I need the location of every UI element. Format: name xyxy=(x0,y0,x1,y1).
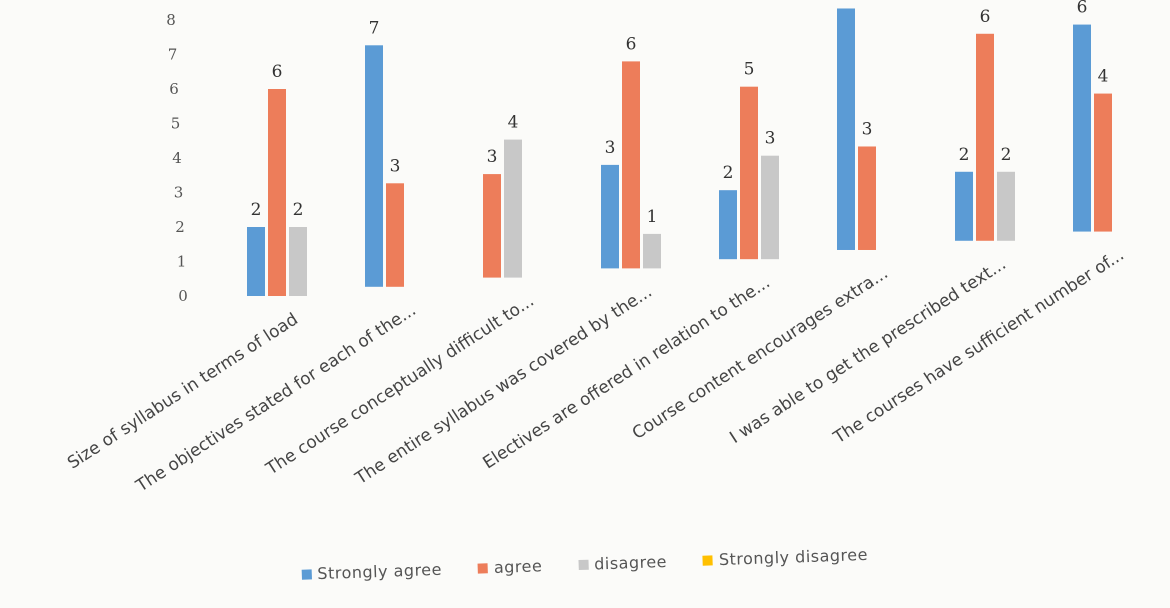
legend-swatch xyxy=(578,559,589,570)
data-label: 3 xyxy=(765,129,776,149)
data-label: 6 xyxy=(626,34,637,54)
bar-agree xyxy=(858,146,876,250)
y-axis: 0 1 2 3 4 5 6 7 8 xyxy=(166,11,188,305)
bar-disagree xyxy=(504,139,522,278)
bar-strongly-agree xyxy=(601,164,619,269)
bar-disagree xyxy=(643,233,661,269)
y-tick-label: 4 xyxy=(172,149,182,167)
data-label: 7 xyxy=(369,18,380,38)
data-label: 6 xyxy=(272,62,283,82)
data-label: 3 xyxy=(390,156,401,176)
data-label: 4 xyxy=(1098,67,1109,87)
data-label: 1 xyxy=(647,207,658,227)
legend-label: disagree xyxy=(593,551,668,574)
bar-strongly-agree xyxy=(365,45,383,287)
bar-agree xyxy=(976,33,994,241)
bar-disagree xyxy=(289,227,307,296)
y-tick-label: 1 xyxy=(177,253,187,271)
data-label: 6 xyxy=(1077,0,1088,18)
data-label: 2 xyxy=(959,145,970,165)
y-tick-label: 7 xyxy=(168,46,178,64)
bar-disagree xyxy=(997,171,1015,241)
y-tick-label: 2 xyxy=(175,218,185,236)
data-label: 2 xyxy=(251,200,262,220)
bar-agree xyxy=(483,174,501,278)
legend-swatch xyxy=(477,562,489,574)
plot-area: 26273343612537326264 xyxy=(247,0,1112,296)
bar-agree xyxy=(1094,93,1112,232)
data-label: 3 xyxy=(487,147,498,167)
data-label: 2 xyxy=(293,200,304,220)
data-label: 4 xyxy=(508,113,519,133)
bar-strongly-agree xyxy=(719,190,737,260)
data-label: 6 xyxy=(980,7,991,27)
legend-item-disagree: disagree xyxy=(578,552,667,574)
data-label: 7 xyxy=(841,0,852,1)
bar-agree xyxy=(268,89,286,296)
bar-strongly-agree xyxy=(247,227,265,296)
y-tick-label: 0 xyxy=(178,287,188,305)
bar-strongly-agree xyxy=(955,171,973,241)
bar-disagree xyxy=(761,155,779,260)
y-tick-label: 5 xyxy=(171,115,181,133)
data-label: 2 xyxy=(723,163,734,183)
legend-swatch xyxy=(702,554,714,566)
legend-item-agree: agree xyxy=(477,556,543,577)
data-label: 3 xyxy=(605,138,616,158)
bar-agree xyxy=(622,61,640,269)
bar-strongly-agree xyxy=(1073,24,1091,232)
bar-agree xyxy=(740,86,758,260)
legend-label: agree xyxy=(493,556,543,577)
data-label: 5 xyxy=(744,60,755,80)
legend-swatch xyxy=(301,568,312,580)
y-tick-label: 8 xyxy=(166,11,176,29)
data-label: 2 xyxy=(1001,145,1012,165)
data-label: 3 xyxy=(862,119,873,139)
bar-strongly-agree xyxy=(837,8,855,250)
y-tick-label: 3 xyxy=(174,184,184,202)
bar-agree xyxy=(386,183,404,287)
y-tick-label: 6 xyxy=(169,80,179,98)
